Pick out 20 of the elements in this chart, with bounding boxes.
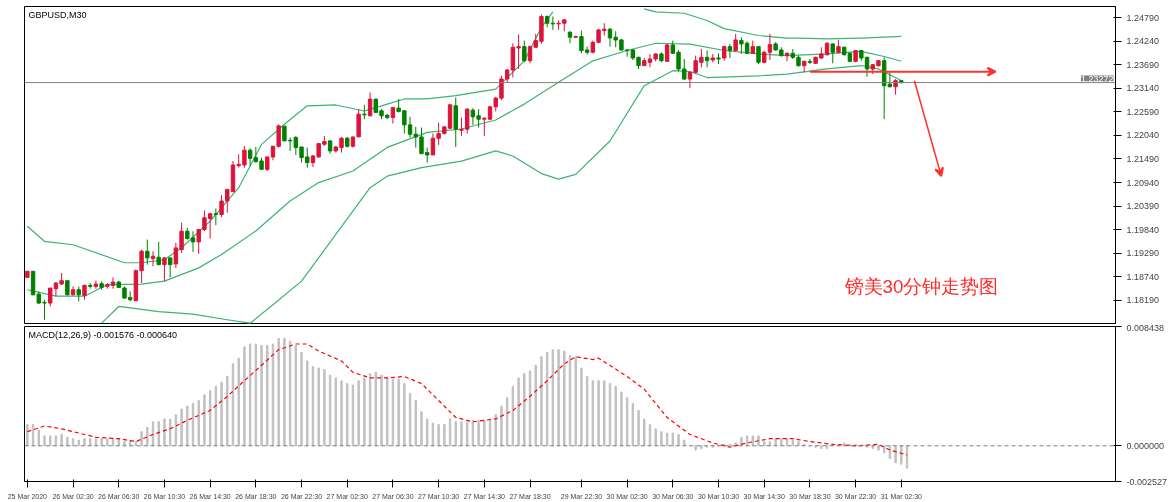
y-tick-label: 1.23690 xyxy=(1126,59,1160,70)
y-tick-label: 1.22040 xyxy=(1126,130,1160,141)
y-tick-label: 1.22590 xyxy=(1126,106,1160,117)
y-tick-label: 0.000000 xyxy=(1126,440,1165,451)
y-tick-label: -0.002527 xyxy=(1126,476,1168,487)
y-tick-label: 0.008438 xyxy=(1126,322,1165,333)
ref-line-label: 1.23272 xyxy=(1080,73,1114,84)
y-tick-label: 1.19840 xyxy=(1126,224,1160,235)
y-tick-label: 1.19290 xyxy=(1126,248,1160,259)
y-tick-label: 1.18190 xyxy=(1126,295,1160,306)
chart-title: MACD(12,26,9) -0.001576 -0.000640 xyxy=(28,329,178,340)
chart-title: GBPUSD,M30 xyxy=(28,9,87,20)
y-tick-label: 1.20940 xyxy=(1126,177,1160,188)
y-tick-label: 1.24790 xyxy=(1126,12,1160,23)
y-tick-label: 1.24240 xyxy=(1126,36,1160,47)
y-tick-label: 1.20390 xyxy=(1126,201,1160,212)
y-tick-label: 1.18740 xyxy=(1126,271,1160,282)
y-tick-label: 1.21490 xyxy=(1126,153,1160,164)
annotation: 镑美30分钟走势图 xyxy=(843,275,999,297)
y-tick-label: 1.23140 xyxy=(1126,83,1160,94)
